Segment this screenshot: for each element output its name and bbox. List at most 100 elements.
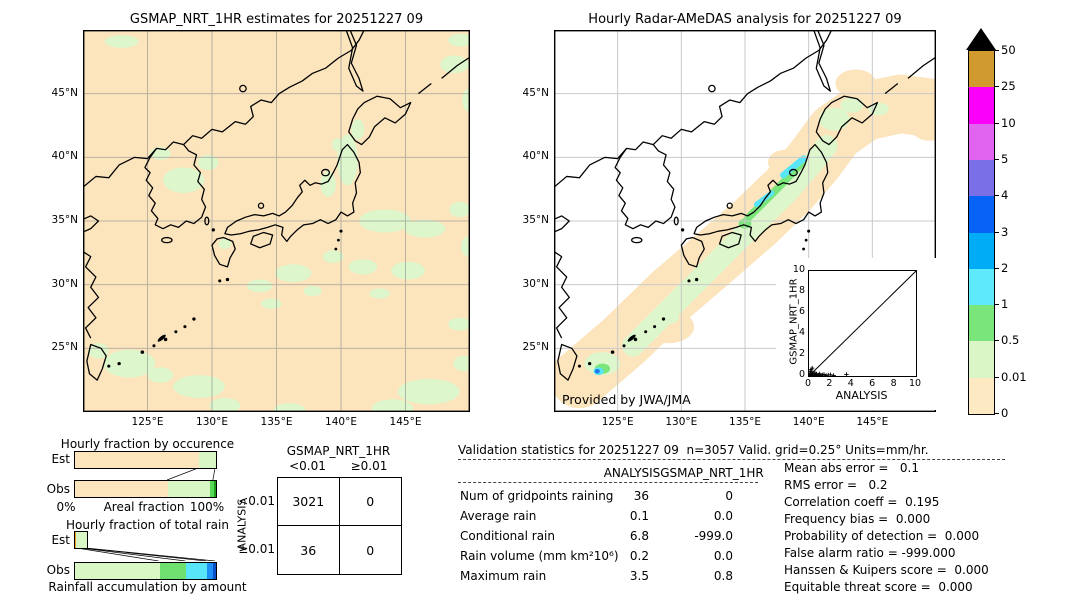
precip-region xyxy=(273,403,305,412)
contingency-cell-01: 0 xyxy=(339,478,401,526)
precip-region xyxy=(840,97,864,113)
separator-line-columns xyxy=(458,482,758,483)
totalrain-est-bar xyxy=(74,531,88,549)
colorbar-tick xyxy=(995,122,999,124)
colorbar-tick xyxy=(995,231,999,233)
colorbar-label: 3 xyxy=(1001,224,1009,239)
precip-region xyxy=(440,55,469,74)
precip-region xyxy=(104,35,139,48)
totalrain-obs-bar xyxy=(74,562,217,580)
precip-region xyxy=(369,288,391,299)
bar-segment xyxy=(75,532,77,548)
contingency-cell-11: 0 xyxy=(366,542,375,558)
scatter-y-tick: 10 xyxy=(792,264,805,275)
colorbar-tick xyxy=(995,50,999,51)
precip-region xyxy=(658,311,679,325)
right-map-x-tick: 145°E xyxy=(856,416,889,428)
left-map-title: GSMAP_NRT_1HR estimates for 20251227 09 xyxy=(129,12,424,27)
contingency-row-label-1: ≥0.01 xyxy=(238,542,275,556)
precip-region xyxy=(209,397,241,412)
colorbar-segment xyxy=(969,232,994,270)
bar-segment xyxy=(206,563,214,579)
validation-row-label: Num of gridpoints raining xyxy=(460,489,614,503)
right-map-x-tick: 130°E xyxy=(665,416,698,428)
occurrence-x-label: Areal fraction xyxy=(103,500,185,514)
precip-region xyxy=(909,107,936,141)
score-line: Equitable threat score = 0.000 xyxy=(784,580,973,594)
colorbar-label: 25 xyxy=(1001,79,1016,94)
contingency-col-label-1: ≥0.01 xyxy=(350,459,388,473)
scatter-y-tick: 0 xyxy=(798,369,805,380)
left-map xyxy=(83,30,470,412)
precip-region xyxy=(868,102,889,116)
colorbar-tick xyxy=(995,340,999,342)
left-map-gridlines xyxy=(83,30,470,412)
connector-line xyxy=(166,468,199,480)
colorbar-segment xyxy=(969,268,994,306)
occurrence-obs-label: Obs xyxy=(46,482,70,496)
bar-segment xyxy=(75,452,200,468)
colorbar-label: 0.01 xyxy=(1001,369,1027,384)
validation-row-label: Conditional rain xyxy=(460,529,555,543)
map-credit: Provided by JWA/JMA xyxy=(562,392,691,407)
validation-gsmap-value: 0 xyxy=(725,489,733,503)
precip-region xyxy=(103,349,156,378)
colorbar-tick xyxy=(995,267,999,269)
precip-region xyxy=(322,250,344,264)
precip-region xyxy=(462,88,470,112)
bar-segment xyxy=(186,563,207,579)
left-map-x-tick: 145°E xyxy=(389,416,422,428)
score-line: Hanssen & Kuipers score = 0.000 xyxy=(784,563,989,577)
validation-gsmap-value: 0.8 xyxy=(713,569,733,583)
colorbar-overflow-triangle xyxy=(966,28,996,50)
precip-region xyxy=(835,69,877,98)
separator-line-top xyxy=(458,459,1005,460)
precip-region xyxy=(780,155,807,179)
contingency-cell-10: 36 xyxy=(278,526,340,574)
precip-region xyxy=(320,171,336,197)
scatter-y-tick: 4 xyxy=(798,327,805,338)
occurrence-est-bar xyxy=(74,451,217,469)
scatter-x-label: ANALYSIS xyxy=(835,389,888,402)
bar-segment xyxy=(168,481,210,497)
precip-region xyxy=(303,285,322,297)
occurrence-obs-bar xyxy=(74,480,217,498)
right-map-frame xyxy=(554,30,936,412)
validation-gsmap-value: -999.0 xyxy=(694,529,733,543)
connector-line xyxy=(76,548,159,561)
precip-region xyxy=(404,219,446,238)
occurrence-x-max: 100% xyxy=(189,500,225,514)
left-map-y-tick: 45°N xyxy=(51,86,78,99)
colorbar-tick xyxy=(995,195,999,197)
right-map-title: Hourly Radar-AMeDAS analysis for 2025122… xyxy=(588,12,902,27)
scatter-inset: GSMAP_NRT_1HR ANALYSIS 0 2 4 6 8 10 0 2 4 6 8 10 xyxy=(776,258,936,410)
colorbar-tick xyxy=(995,158,999,160)
bar-segment xyxy=(213,563,216,579)
precip-region xyxy=(147,367,174,383)
right-map-x-tick: 140°E xyxy=(792,416,825,428)
contingency-row-label-0: <0.01 xyxy=(238,494,275,508)
precip-region xyxy=(594,368,600,374)
colorbar-label: 5 xyxy=(1001,151,1009,166)
right-map-gridlines xyxy=(554,30,936,412)
validation-row-label: Average rain xyxy=(460,509,537,523)
precip-region xyxy=(275,264,312,283)
precip-region xyxy=(162,167,205,193)
left-map-x-tick: 135°E xyxy=(260,416,293,428)
totalrain-connectors xyxy=(76,548,215,561)
left-map-y-tick: 40°N xyxy=(51,150,78,163)
scatter-x-tick: 8 xyxy=(890,378,897,389)
colorbar-segment xyxy=(969,305,994,342)
totalrain-est-label: Est xyxy=(51,533,70,547)
right-map-y-tick: 40°N xyxy=(522,150,549,163)
left-map-y-tick: 30°N xyxy=(51,277,78,290)
scatter-y-tick: 8 xyxy=(798,285,805,296)
precip-region xyxy=(261,298,282,309)
precip-region xyxy=(391,261,425,280)
colorbar-label: 0.5 xyxy=(1001,333,1020,348)
bar-segment xyxy=(159,563,187,579)
score-line: Mean abs error = 0.1 xyxy=(784,461,919,475)
occurrence-connectors xyxy=(166,468,215,480)
left-map-frame xyxy=(83,30,470,412)
validation-analysis-value: 6.8 xyxy=(629,529,649,543)
